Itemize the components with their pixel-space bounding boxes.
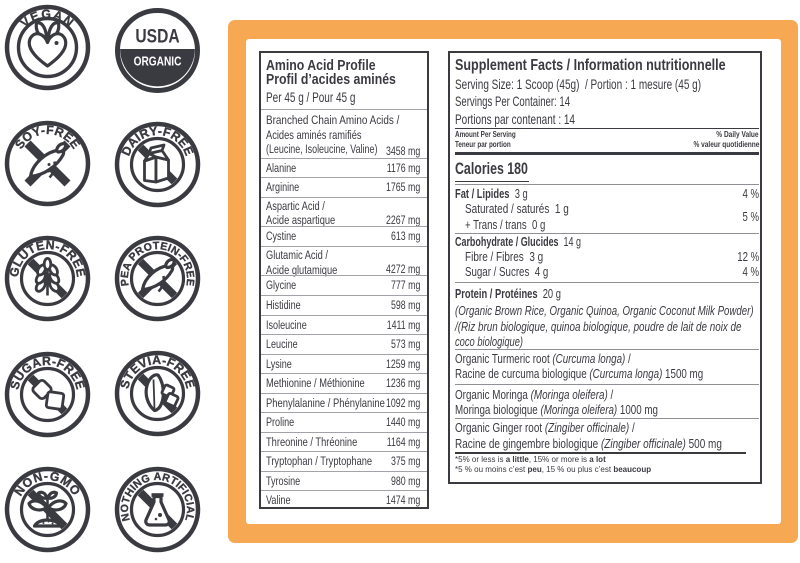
svg-text:VEGAN: VEGAN bbox=[18, 7, 78, 30]
svg-text:USDA: USDA bbox=[135, 25, 179, 47]
svg-text:ORGANIC: ORGANIC bbox=[134, 54, 182, 68]
